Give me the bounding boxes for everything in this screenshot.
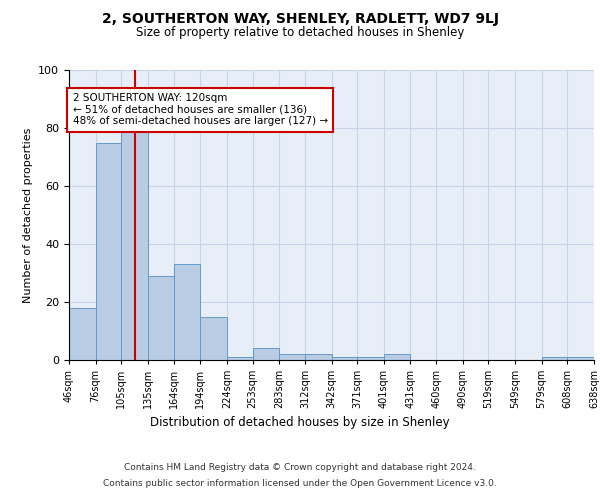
Bar: [227, 357, 253, 360]
Text: Contains HM Land Registry data © Crown copyright and database right 2024.: Contains HM Land Registry data © Crown c…: [124, 463, 476, 472]
Text: Size of property relative to detached houses in Shenley: Size of property relative to detached ho…: [136, 26, 464, 39]
Text: Distribution of detached houses by size in Shenley: Distribution of detached houses by size …: [150, 416, 450, 429]
Bar: [121, 116, 148, 360]
Bar: [384, 354, 410, 360]
Bar: [173, 264, 200, 360]
Text: 2, SOUTHERTON WAY, SHENLEY, RADLETT, WD7 9LJ: 2, SOUTHERTON WAY, SHENLEY, RADLETT, WD7…: [101, 12, 499, 26]
Bar: [594, 357, 600, 360]
Bar: [95, 142, 121, 360]
Bar: [148, 276, 173, 360]
Bar: [279, 354, 305, 360]
Bar: [331, 357, 357, 360]
Bar: [542, 357, 568, 360]
Text: Contains public sector information licensed under the Open Government Licence v3: Contains public sector information licen…: [103, 480, 497, 488]
Bar: [568, 357, 594, 360]
Text: 2 SOUTHERTON WAY: 120sqm
← 51% of detached houses are smaller (136)
48% of semi-: 2 SOUTHERTON WAY: 120sqm ← 51% of detach…: [73, 93, 328, 126]
Y-axis label: Number of detached properties: Number of detached properties: [23, 128, 33, 302]
Bar: [69, 308, 95, 360]
Bar: [357, 357, 384, 360]
Bar: [253, 348, 279, 360]
Bar: [200, 316, 227, 360]
Bar: [305, 354, 332, 360]
